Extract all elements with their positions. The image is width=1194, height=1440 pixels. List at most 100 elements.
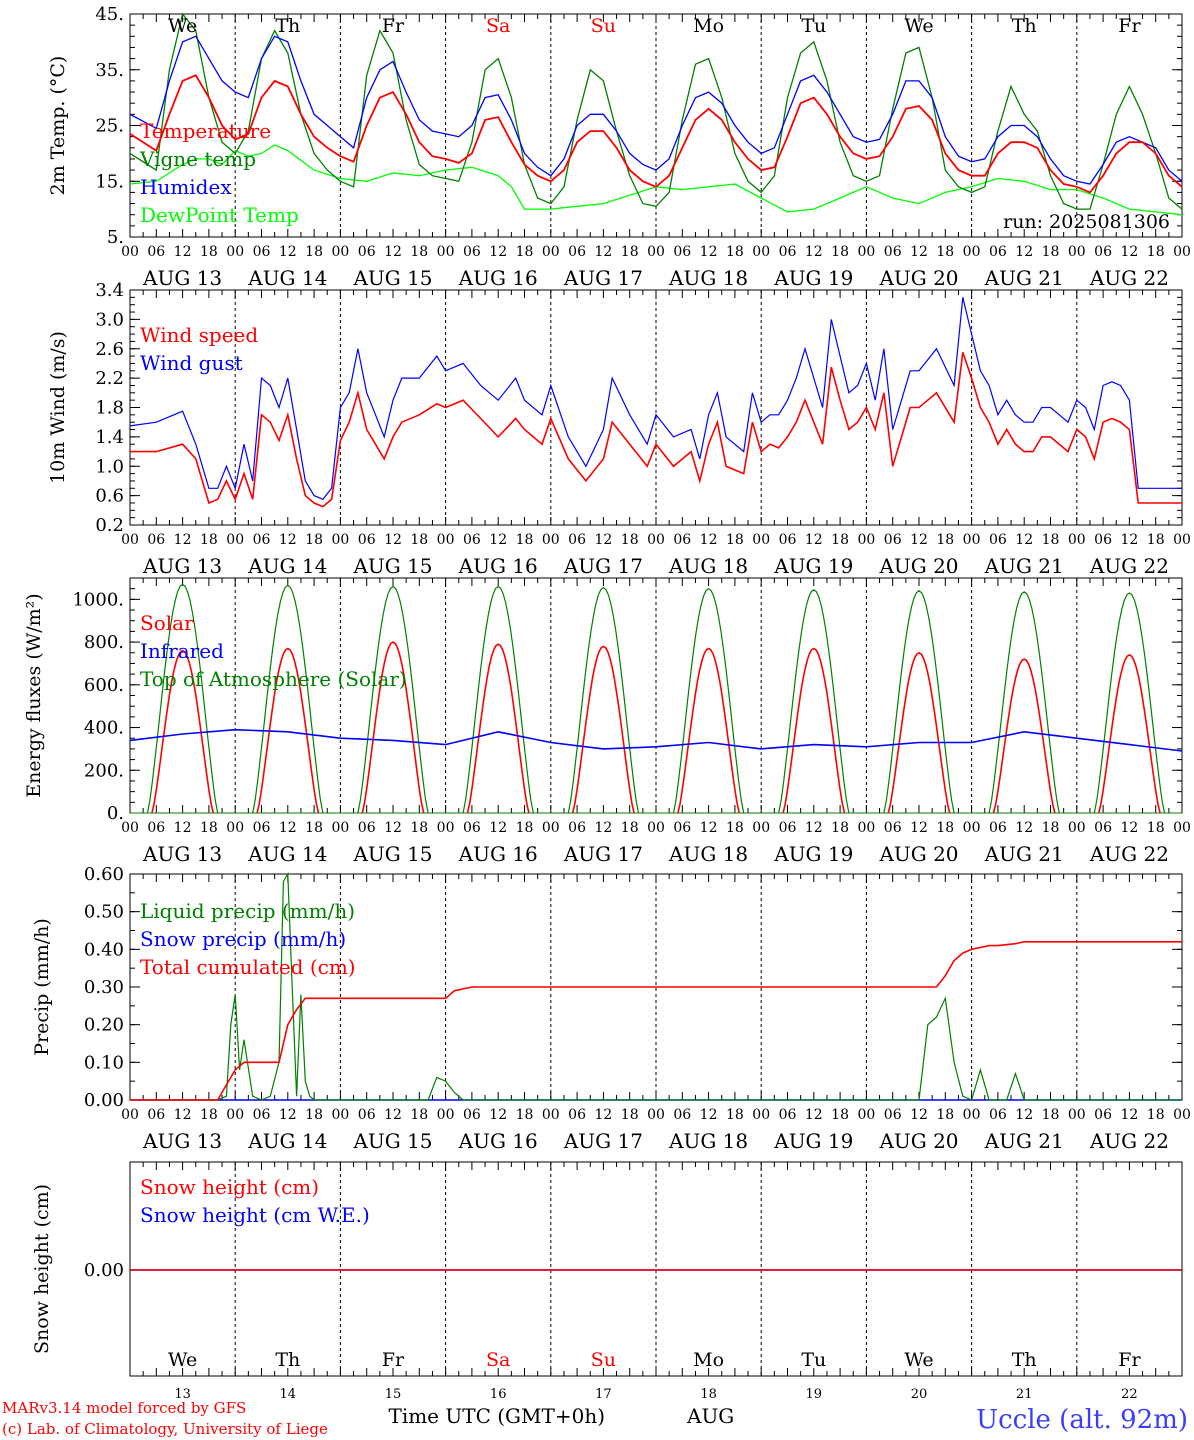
date-label: AUG 17 — [563, 1129, 643, 1153]
date-label: AUG 21 — [984, 554, 1064, 578]
hour-tick-label: 00 — [1173, 532, 1191, 548]
y-axis-label: Snow height (cm) — [31, 1184, 53, 1354]
hour-tick-label: 06 — [463, 820, 481, 836]
hour-tick-label: 06 — [779, 820, 797, 836]
hour-tick-label: 12 — [489, 1107, 507, 1123]
hour-tick-label: 00 — [647, 532, 665, 548]
dewpoint-line — [129, 144, 1183, 216]
hour-tick-label: 06 — [147, 820, 165, 836]
hour-tick-label: 00 — [1068, 1107, 1086, 1123]
date-label: AUG 22 — [1089, 554, 1169, 578]
hour-tick-label: 18 — [410, 244, 428, 260]
y-tick-label: 0.00 — [84, 1260, 124, 1281]
y-axis-label: 2m Temp. (°C) — [47, 56, 69, 196]
hour-tick-label: 06 — [1094, 532, 1112, 548]
hour-tick-label: 18 — [1042, 244, 1060, 260]
weekday-label: Th — [1012, 15, 1037, 37]
day-number: 14 — [280, 1387, 297, 1402]
hour-tick-label: 12 — [1120, 1107, 1138, 1123]
infrared-line — [129, 728, 1183, 752]
y-tick-label: 5. — [107, 227, 124, 248]
hour-tick-label: 00 — [331, 1107, 349, 1123]
weekday-label: Fr — [382, 15, 405, 37]
hour-tick-label: 00 — [752, 1107, 770, 1123]
hour-tick-label: 00 — [857, 1107, 875, 1123]
date-label: AUG 16 — [458, 266, 538, 290]
hour-tick-label: 00 — [1173, 1107, 1191, 1123]
hour-tick-label: 18 — [621, 244, 639, 260]
y-tick-label: 0.30 — [84, 977, 124, 998]
hour-tick-label: 18 — [621, 820, 639, 836]
hour-tick-label: 00 — [542, 820, 560, 836]
vigne-temp-line — [129, 12, 1183, 210]
legend-entry: Snow height (cm) — [140, 1175, 319, 1199]
hour-tick-label: 18 — [1147, 244, 1165, 260]
humidex-line — [129, 35, 1183, 185]
y-tick-label: 0.50 — [84, 902, 124, 923]
y-tick-label: 800. — [84, 632, 124, 653]
hour-tick-label: 00 — [963, 532, 981, 548]
hour-tick-label: 06 — [779, 1107, 797, 1123]
date-label: AUG 20 — [878, 266, 958, 290]
panel-5: 0.00 Snow height (cm) Snow height (cm) Snow… — [31, 1161, 1183, 1402]
date-label: AUG 19 — [773, 842, 853, 866]
hour-tick-label: 12 — [594, 532, 612, 548]
hour-tick-label: 18 — [516, 820, 534, 836]
y-axis-label: Precip (mm/h) — [31, 918, 53, 1056]
hour-tick-label: 12 — [910, 1107, 928, 1123]
hour-tick-label: 06 — [253, 1107, 271, 1123]
hour-tick-label: 06 — [989, 820, 1007, 836]
hour-tick-label: 00 — [1173, 820, 1191, 836]
hour-tick-label: 00 — [331, 532, 349, 548]
hour-tick-label: 12 — [384, 244, 402, 260]
hour-tick-label: 06 — [358, 1107, 376, 1123]
hour-tick-label: 12 — [279, 244, 297, 260]
y-tick-label: 1000. — [72, 589, 124, 610]
station-label: Uccle (alt. 92m) — [976, 1405, 1188, 1435]
date-label: AUG 18 — [668, 266, 748, 290]
hour-tick-label: 12 — [279, 820, 297, 836]
hour-tick-label: 12 — [910, 532, 928, 548]
hour-tick-label: 00 — [963, 244, 981, 260]
toa-solar-line — [146, 583, 1166, 814]
hour-tick-label: 06 — [673, 820, 691, 836]
hour-tick-label: 00 — [121, 244, 139, 260]
hour-tick-label: 18 — [936, 244, 954, 260]
hour-tick-label: 06 — [253, 820, 271, 836]
hour-tick-label: 12 — [1015, 532, 1033, 548]
hour-tick-label: 00 — [542, 244, 560, 260]
hour-tick-label: 18 — [936, 820, 954, 836]
y-tick-label: 0.2 — [95, 515, 124, 536]
date-label: AUG 17 — [563, 842, 643, 866]
y-tick-label: 400. — [84, 718, 124, 739]
weekday-label: Fr — [1118, 15, 1141, 37]
day-number: 22 — [1121, 1387, 1138, 1402]
wind-speed-line — [130, 352, 1182, 508]
time-axis-month: AUG — [686, 1404, 734, 1428]
credit-line-1: MARv3.14 model forced by GFS — [2, 1399, 246, 1417]
date-label: AUG 20 — [878, 1129, 958, 1153]
hour-tick-label: 18 — [621, 532, 639, 548]
hour-tick-label: 06 — [673, 244, 691, 260]
day-number: 15 — [385, 1387, 402, 1402]
day-number: 16 — [490, 1387, 507, 1402]
hour-tick-label: 12 — [174, 820, 192, 836]
date-label: AUG 16 — [458, 842, 538, 866]
hour-tick-label: 18 — [831, 820, 849, 836]
hour-tick-label: 12 — [489, 244, 507, 260]
hour-tick-label: 18 — [726, 532, 744, 548]
hour-tick-label: 00 — [857, 820, 875, 836]
hour-tick-label: 12 — [384, 820, 402, 836]
hour-tick-label: 18 — [831, 532, 849, 548]
hour-tick-label: 06 — [568, 244, 586, 260]
hour-tick-label: 18 — [516, 532, 534, 548]
hour-tick-label: 12 — [174, 532, 192, 548]
hour-tick-label: 18 — [200, 820, 218, 836]
date-label: AUG 14 — [247, 1129, 327, 1153]
weekday-label: Mo — [693, 15, 724, 37]
hour-tick-label: 12 — [384, 1107, 402, 1123]
hour-tick-label: 18 — [726, 244, 744, 260]
hour-tick-label: 06 — [568, 1107, 586, 1123]
